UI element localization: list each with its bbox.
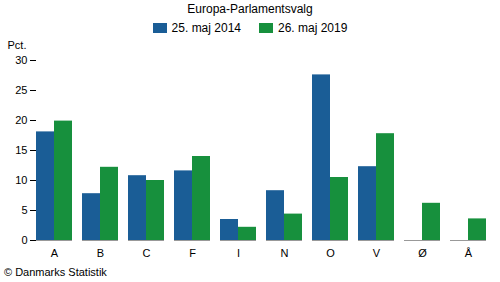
svg-text:5: 5 <box>21 204 27 216</box>
svg-text:25: 25 <box>15 84 27 96</box>
svg-text:30: 30 <box>15 54 27 66</box>
svg-text:N: N <box>281 247 289 259</box>
svg-text:I: I <box>237 247 240 259</box>
html-text:25. maj 2014: 25. maj 2014 <box>171 21 241 35</box>
html-text:Europa-Parlamentsvalg: Europa-Parlamentsvalg <box>187 2 313 16</box>
svg-text:B: B <box>97 247 104 259</box>
svg-text:Ø: Ø <box>418 247 427 259</box>
svg-text:15: 15 <box>15 144 27 156</box>
svg-text:F: F <box>189 247 196 259</box>
svg-text:Pct.: Pct. <box>8 39 27 51</box>
svg-text:O: O <box>326 247 335 259</box>
svg-text:V: V <box>373 247 381 259</box>
svg-text:A: A <box>51 247 59 259</box>
html-text:© Danmarks Statistik: © Danmarks Statistik <box>4 266 107 278</box>
svg-text:10: 10 <box>15 174 27 186</box>
svg-text:C: C <box>143 247 151 259</box>
svg-text:0: 0 <box>21 234 27 246</box>
svg-text:Å: Å <box>465 247 473 259</box>
svg-text:20: 20 <box>15 114 27 126</box>
html-text:26. maj 2019: 26. maj 2019 <box>278 21 348 35</box>
